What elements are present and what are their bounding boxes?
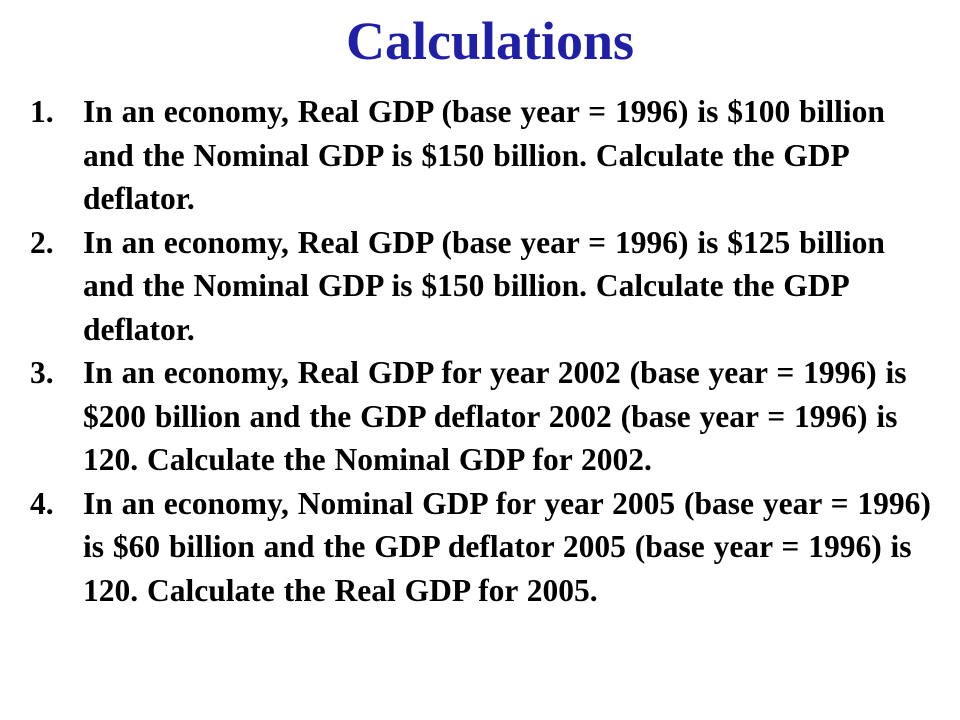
problem-item-3: 3. In an economy, Real GDP for year 2002… xyxy=(30,351,940,482)
problem-number: 2. xyxy=(30,224,54,260)
problem-number: 3. xyxy=(30,355,54,390)
problem-item-2: 2. In an economy, Real GDP (base year = … xyxy=(30,221,940,352)
problem-text: In an economy, Real GDP for year 2002 (b… xyxy=(83,355,907,477)
problem-text: In an economy, Real GDP (base year = 199… xyxy=(83,94,885,216)
problem-list: 1. In an economy, Real GDP (base year = … xyxy=(30,90,940,612)
problem-number: 4. xyxy=(30,485,54,521)
slide-title: Calculations xyxy=(345,11,635,71)
problem-item-1: 1. In an economy, Real GDP (base year = … xyxy=(30,90,940,221)
problem-text: In an economy, Real GDP (base year = 199… xyxy=(83,224,885,347)
problem-item-4: 4. In an economy, Nominal GDP for year 2… xyxy=(30,482,940,613)
problem-number: 1. xyxy=(30,94,54,129)
problem-text: In an economy, Nominal GDP for year 2005… xyxy=(83,485,931,608)
